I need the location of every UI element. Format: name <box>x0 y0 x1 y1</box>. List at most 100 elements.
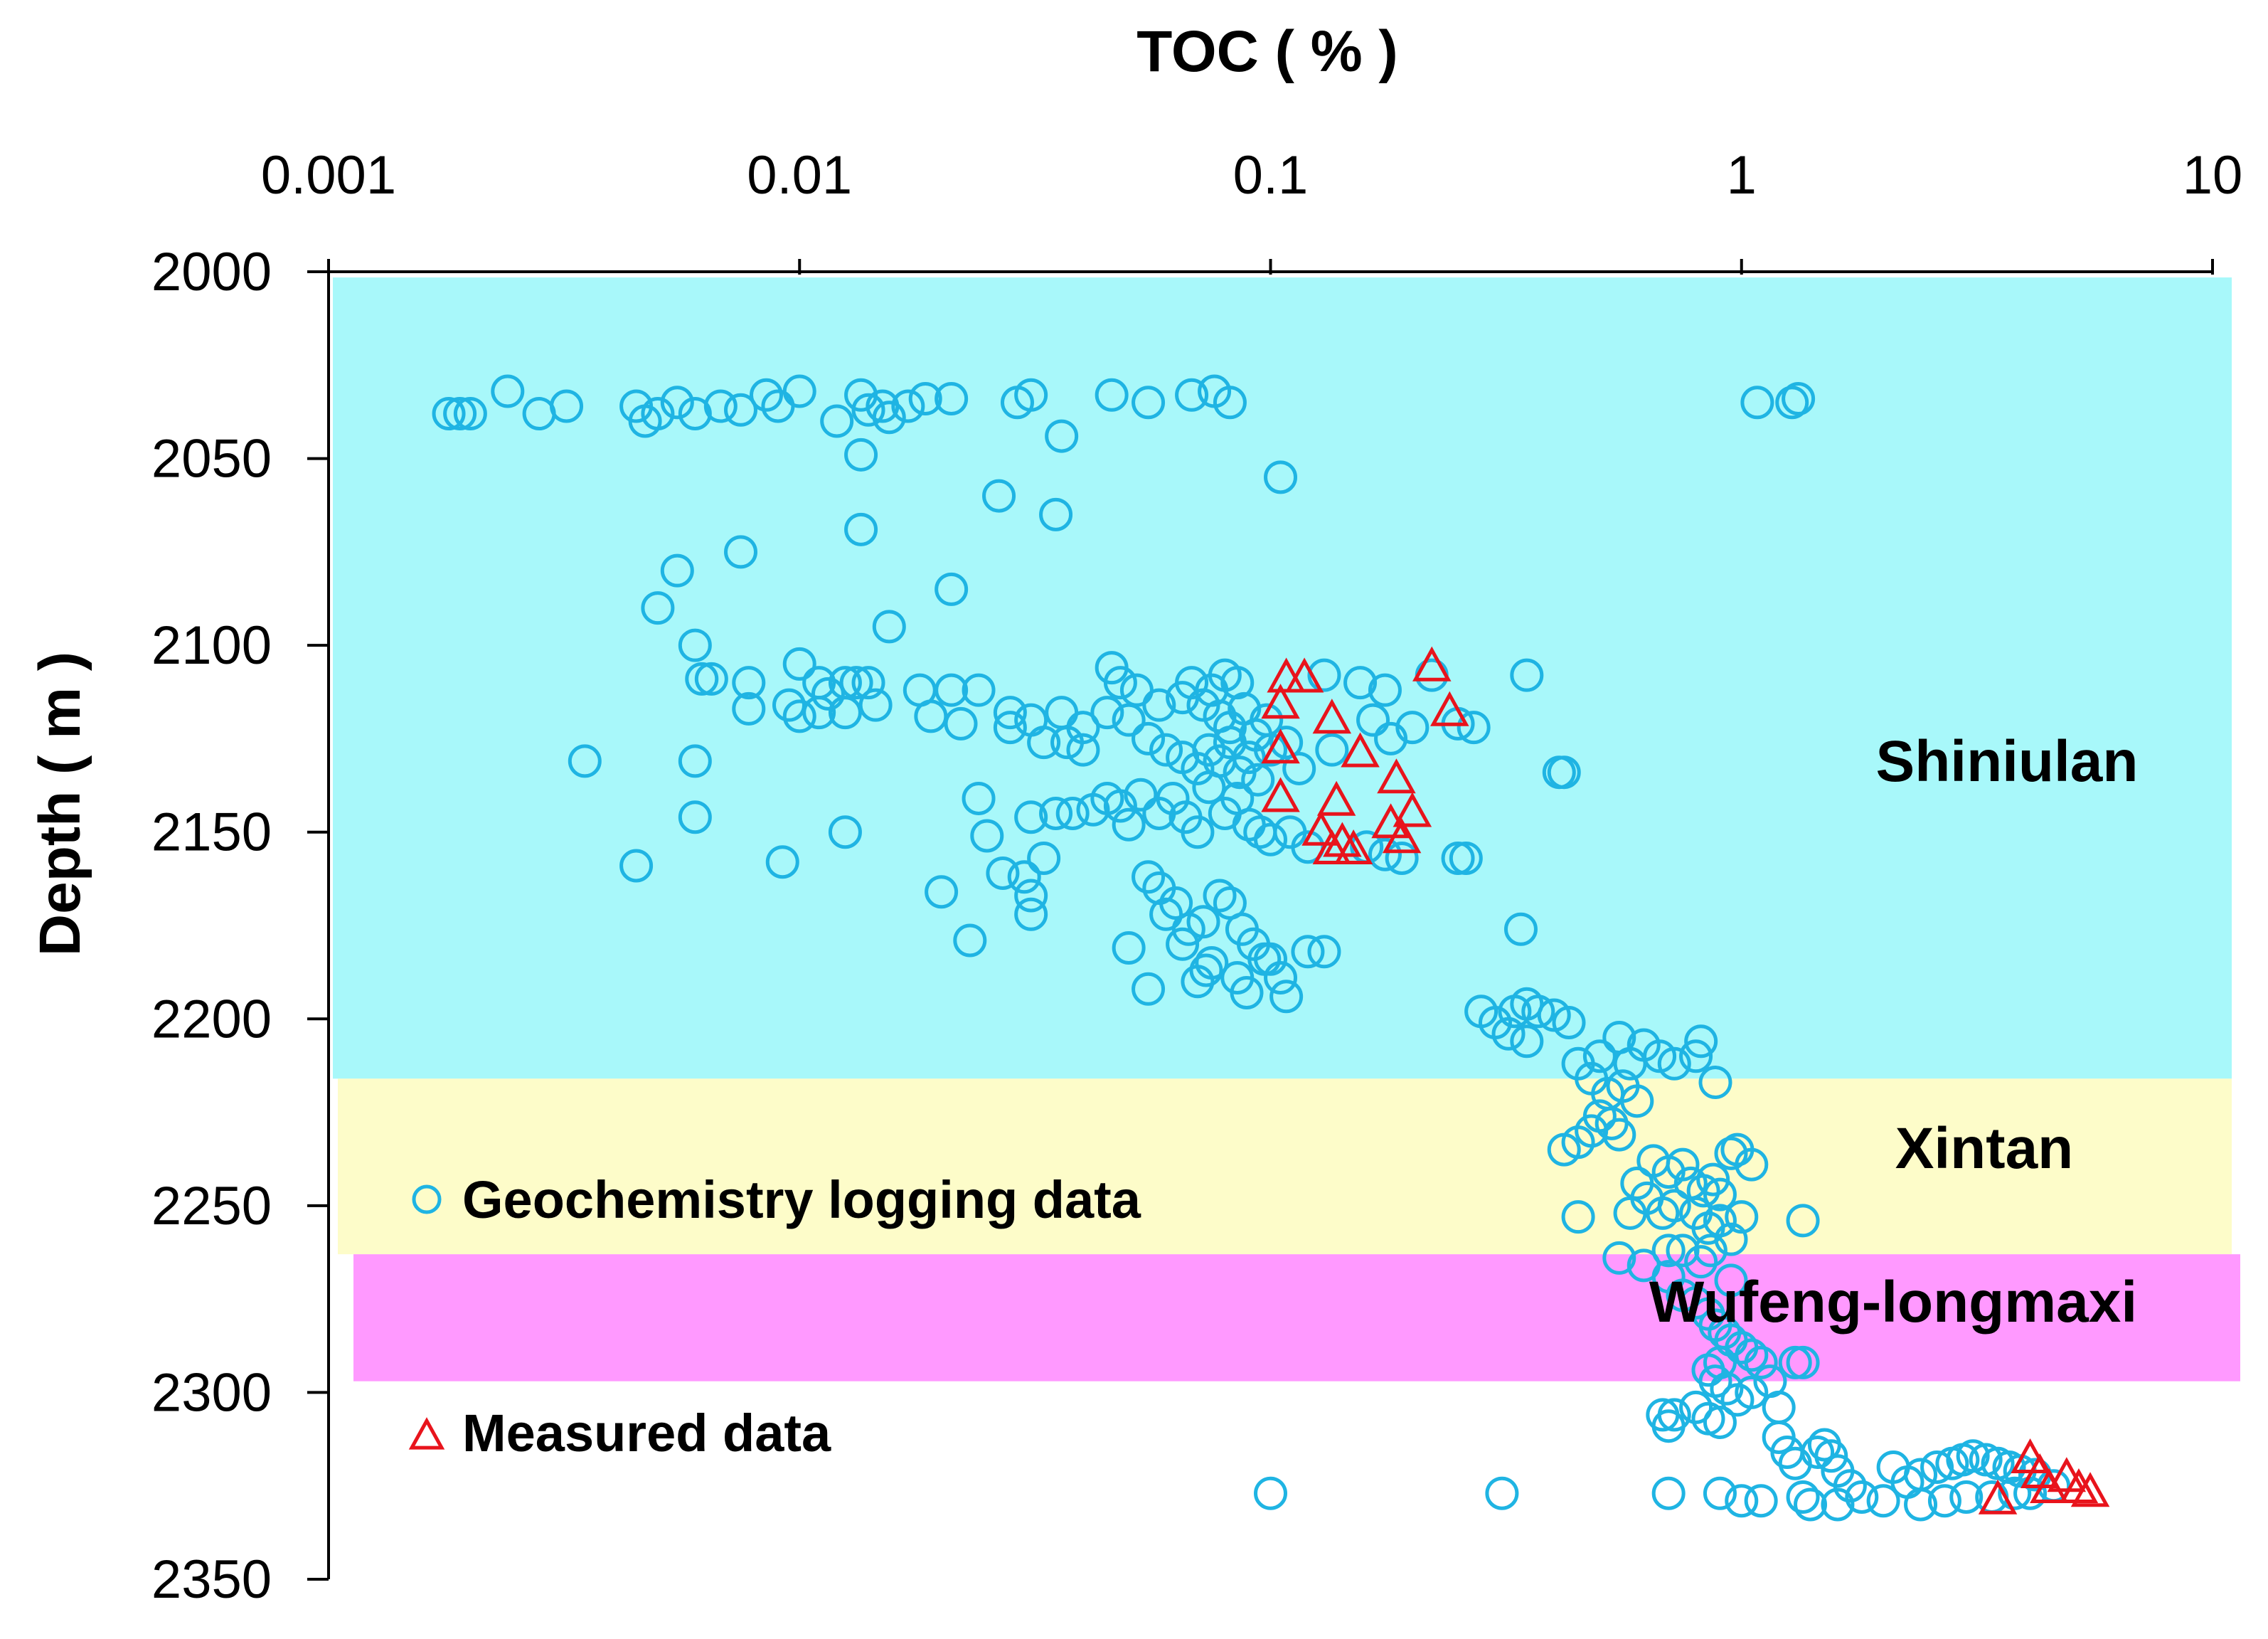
data-point-measured <box>1333 829 1373 865</box>
data-point-geochemistry <box>1095 378 1129 412</box>
data-point-geochemistry <box>1613 1196 1647 1230</box>
data-point-geochemistry <box>678 800 712 834</box>
data-point-geochemistry <box>1845 1480 1879 1514</box>
data-point-geochemistry <box>619 849 654 883</box>
data-point-geochemistry <box>1395 711 1430 745</box>
data-point-geochemistry <box>765 845 799 879</box>
data-point-geochemistry <box>1602 1241 1636 1275</box>
data-point-geochemistry <box>828 696 862 730</box>
data-point-measured <box>1312 829 1352 865</box>
data-point-geochemistry <box>1045 419 1079 453</box>
data-point-geochemistry <box>970 819 1004 853</box>
data-point-geochemistry <box>1684 1245 1718 1279</box>
data-point-geochemistry <box>820 404 854 438</box>
data-point-geochemistry <box>1651 1234 1686 1268</box>
data-point-geochemistry <box>1696 1162 1730 1197</box>
data-point-geochemistry <box>1510 658 1544 692</box>
data-point-geochemistry <box>1213 386 1247 420</box>
data-point-geochemistry <box>935 572 969 606</box>
data-point-geochemistry <box>1007 860 1041 894</box>
data-point-geochemistry <box>1775 386 1809 420</box>
zone-labels: Shiniulan Xintan Wufeng-longmaxi <box>1649 729 2139 1335</box>
data-point-geochemistry <box>1457 711 1491 745</box>
data-point-geochemistry <box>1703 1204 1737 1238</box>
data-point-geochemistry <box>1027 726 1061 760</box>
data-point-geochemistry <box>1620 1084 1654 1118</box>
data-point-geochemistry <box>1368 837 1402 871</box>
data-point-geochemistry <box>1710 1372 1744 1406</box>
data-point-geochemistry <box>1368 673 1402 707</box>
data-point-measured <box>2070 1472 2110 1507</box>
data-point-geochemistry <box>962 673 996 707</box>
data-point-geochemistry <box>641 591 675 625</box>
data-point-geochemistry <box>1698 1066 1732 1100</box>
data-point-measured <box>1393 792 1432 827</box>
data-point-measured <box>2030 1468 2069 1504</box>
y-ticks: 2000 2050 2100 2150 2200 2250 2300 2350 <box>151 242 329 1610</box>
data-point-geochemistry <box>1149 733 1183 767</box>
data-point-geochemistry <box>1132 860 1166 894</box>
data-point-geochemistry <box>914 699 948 733</box>
data-point-geochemistry <box>1693 1234 1727 1268</box>
data-point-geochemistry <box>1998 1476 2032 1510</box>
data-point-geochemistry <box>908 382 942 416</box>
data-point-geochemistry <box>694 662 728 696</box>
data-point-geochemistry <box>982 479 1016 513</box>
data-point-geochemistry <box>925 875 959 909</box>
data-point-geochemistry <box>1814 1439 1848 1473</box>
data-point-geochemistry <box>802 696 836 730</box>
data-point-geochemistry <box>1904 1487 1938 1522</box>
data-point-geochemistry <box>1192 770 1226 805</box>
data-point-geochemistry <box>1582 1039 1617 1073</box>
zone-label-shiniulan: Shiniulan <box>1876 729 2139 794</box>
data-point-geochemistry <box>935 673 969 707</box>
data-point-geochemistry <box>1491 1017 1526 1051</box>
data-point-geochemistry <box>839 666 873 700</box>
data-point-geochemistry <box>1254 1476 1287 1510</box>
data-point-geochemistry <box>1269 980 1304 1014</box>
data-point-geochemistry <box>811 677 845 711</box>
data-point-geochemistry <box>1269 726 1304 760</box>
data-point-geochemistry <box>844 512 878 546</box>
data-point-geochemistry <box>1315 733 1349 767</box>
data-point-geochemistry <box>944 706 978 741</box>
data-point-geochemistry <box>703 389 738 423</box>
data-point-geochemistry <box>1679 1390 1713 1424</box>
data-point-geochemistry <box>1735 1147 1769 1182</box>
data-point-geochemistry <box>891 389 925 423</box>
data-point-geochemistry <box>1132 721 1166 755</box>
data-point-geochemistry <box>872 401 906 435</box>
y-tick-label: 2100 <box>151 615 272 676</box>
data-point-geochemistry <box>872 610 906 644</box>
data-point-geochemistry <box>1657 1398 1691 1432</box>
data-point-geochemistry <box>1112 931 1146 965</box>
data-point-geochemistry <box>660 386 694 420</box>
data-point-geochemistry <box>1014 800 1048 834</box>
data-point-geochemistry <box>1485 1476 1519 1510</box>
data-point-geochemistry <box>2013 1476 2048 1510</box>
data-point-geochemistry <box>1714 1136 1748 1170</box>
data-point-geochemistry <box>1254 733 1287 767</box>
data-point-geochemistry <box>1166 927 1200 961</box>
data-point-geochemistry <box>962 781 996 815</box>
data-point-geochemistry <box>1112 807 1146 842</box>
data-point-geochemistry <box>1441 841 1475 875</box>
data-point-measured <box>1261 777 1300 812</box>
data-point-geochemistry <box>1744 1484 1778 1518</box>
data-point-geochemistry <box>1703 1476 1737 1510</box>
data-point-geochemistry <box>1725 1200 1759 1234</box>
data-point-geochemistry <box>1181 815 1215 849</box>
data-point-measured <box>1316 780 1356 816</box>
data-point-geochemistry <box>1786 1480 1820 1514</box>
y-tick-label: 2300 <box>151 1362 272 1423</box>
data-point-geochemistry <box>1050 726 1085 760</box>
data-point-geochemistry <box>1254 822 1287 856</box>
data-point-geochemistry <box>1679 1039 1713 1073</box>
data-point-geochemistry <box>1282 751 1316 785</box>
data-point-geochemistry <box>1949 1480 1984 1514</box>
data-point-measured <box>1430 691 1469 726</box>
data-point-measured <box>1284 657 1324 693</box>
zone-label-xintan: Xintan <box>1895 1116 2074 1181</box>
data-point-geochemistry <box>1521 994 1555 1029</box>
